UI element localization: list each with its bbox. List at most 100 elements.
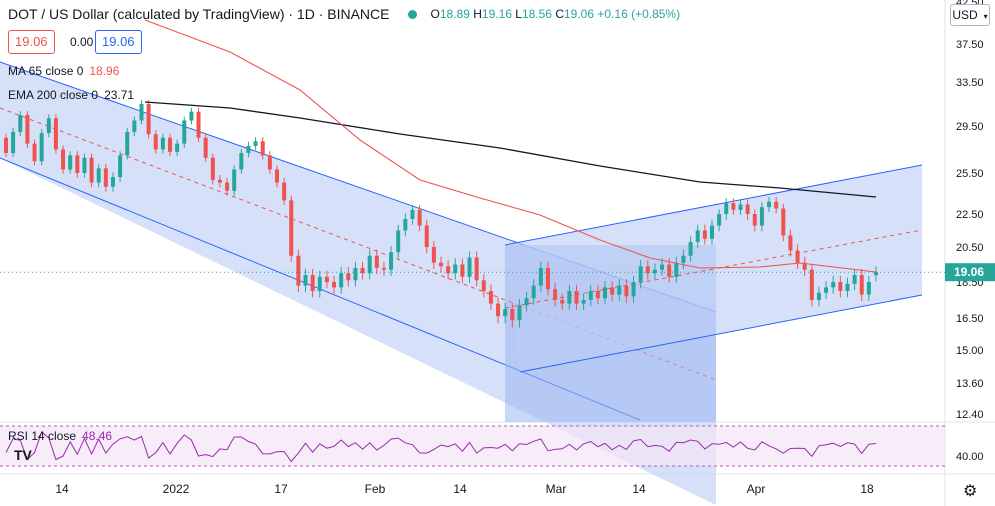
candle-body xyxy=(381,268,386,270)
candle-body xyxy=(303,275,308,286)
candle-body xyxy=(831,282,836,288)
currency-select[interactable]: USD ▾ xyxy=(950,4,990,26)
candle-body xyxy=(160,137,165,150)
candle-body xyxy=(859,275,864,295)
candle-body xyxy=(588,291,593,300)
candle-body xyxy=(53,118,58,150)
candle-body xyxy=(816,292,821,300)
last-price-badge xyxy=(945,263,995,282)
candle-body xyxy=(802,262,807,270)
price-tick-label: 25.50 xyxy=(956,168,984,180)
candle-body xyxy=(767,201,772,208)
candle-body xyxy=(389,252,394,270)
candle-body xyxy=(239,153,244,170)
candle-body xyxy=(474,257,479,281)
candle-body xyxy=(417,209,422,226)
candle-body xyxy=(175,143,180,152)
candle-body xyxy=(538,268,543,286)
gear-icon[interactable]: ⚙ xyxy=(963,483,978,500)
ma-65-line xyxy=(144,19,877,273)
price-axis[interactable]: 37.5033.5029.5025.5022.5020.5018.5016.50… xyxy=(945,0,995,463)
ema-legend[interactable]: EMA 200 close 0 23.71 xyxy=(8,88,135,102)
candle-body xyxy=(866,282,871,295)
candle-body xyxy=(788,235,793,251)
candle-body xyxy=(360,268,365,274)
sell-price-button[interactable]: 19.06 xyxy=(8,30,55,54)
price-tick-label: 12.40 xyxy=(956,409,984,421)
candle-body xyxy=(46,118,51,134)
candle-body xyxy=(110,177,115,187)
symbol-title[interactable]: DOT / US Dollar (calculated by TradingVi… xyxy=(8,6,390,22)
time-tick-label: 14 xyxy=(632,482,646,496)
candle-body xyxy=(481,280,486,291)
time-tick-label: 2022 xyxy=(163,482,190,496)
candle-body xyxy=(146,104,151,135)
candle-body xyxy=(332,282,337,288)
candle-body xyxy=(553,289,558,300)
rising-channel-top xyxy=(504,164,923,246)
candle-body xyxy=(210,157,215,180)
rsi-legend[interactable]: RSI 14 close 48.46 xyxy=(8,429,113,443)
candle-body xyxy=(824,287,829,293)
candle-body xyxy=(267,155,272,170)
candle-body xyxy=(581,300,586,304)
price-tick-label: 29.50 xyxy=(956,121,984,133)
candle-body xyxy=(667,264,672,277)
rsi-pane: TV xyxy=(0,425,945,467)
candle-body xyxy=(296,255,301,286)
candle-body xyxy=(603,287,608,299)
time-axis[interactable]: 14 2022 17 Feb 14 Mar 14 Apr 18 xyxy=(55,482,874,496)
time-tick-label: 14 xyxy=(453,482,467,496)
candle-body xyxy=(396,230,401,253)
candle-body xyxy=(246,145,251,154)
candle-body xyxy=(203,137,208,158)
candle-body xyxy=(488,291,493,304)
candle-body xyxy=(182,120,187,144)
candle-body xyxy=(217,179,222,183)
candle-body xyxy=(32,143,37,162)
candle-body xyxy=(431,247,436,263)
candle-body xyxy=(688,242,693,256)
candle-body xyxy=(652,269,657,274)
candle-body xyxy=(731,203,736,210)
ma-legend[interactable]: MA 65 close 0 18.96 xyxy=(8,64,120,78)
candle-body xyxy=(410,209,415,219)
candlesticks xyxy=(4,100,878,328)
buy-price-button[interactable]: 19.06 xyxy=(95,30,142,54)
candle-body xyxy=(168,137,173,152)
candle-body xyxy=(82,157,87,173)
candle-body xyxy=(232,169,237,191)
candle-body xyxy=(852,275,857,284)
candle-body xyxy=(260,141,265,156)
candle-body xyxy=(403,218,408,231)
price-tick-label: 16.50 xyxy=(956,313,984,325)
candle-body xyxy=(496,303,501,317)
candle-body xyxy=(282,182,287,201)
price-tick-label: 13.60 xyxy=(956,378,984,390)
time-tick-label: 17 xyxy=(274,482,288,496)
moving-averages xyxy=(0,19,945,273)
symbol-legend[interactable]: DOT / US Dollar (calculated by TradingVi… xyxy=(8,6,680,22)
time-tick-label: 14 xyxy=(55,482,69,496)
candle-body xyxy=(709,225,714,239)
time-tick-label: Mar xyxy=(546,482,567,496)
candle-body xyxy=(125,131,130,156)
price-tick-label: 37.50 xyxy=(956,39,984,51)
candle-body xyxy=(274,169,279,183)
candle-body xyxy=(809,269,814,300)
candle-body xyxy=(75,155,80,173)
candle-body xyxy=(745,204,750,214)
candle-body xyxy=(153,134,158,150)
ohlc-values: O18.89 H19.16 L18.56 C19.06 +0.16 (+0.85… xyxy=(430,7,681,21)
candle-body xyxy=(89,157,94,183)
price-tick-label: 33.50 xyxy=(956,77,984,89)
candle-body xyxy=(367,255,372,274)
candle-body xyxy=(424,225,429,247)
candle-body xyxy=(61,149,66,170)
candle-body xyxy=(196,111,201,138)
candle-body xyxy=(645,266,650,274)
candle-body xyxy=(752,214,757,226)
candle-body xyxy=(96,168,101,183)
candle-body xyxy=(874,272,878,276)
